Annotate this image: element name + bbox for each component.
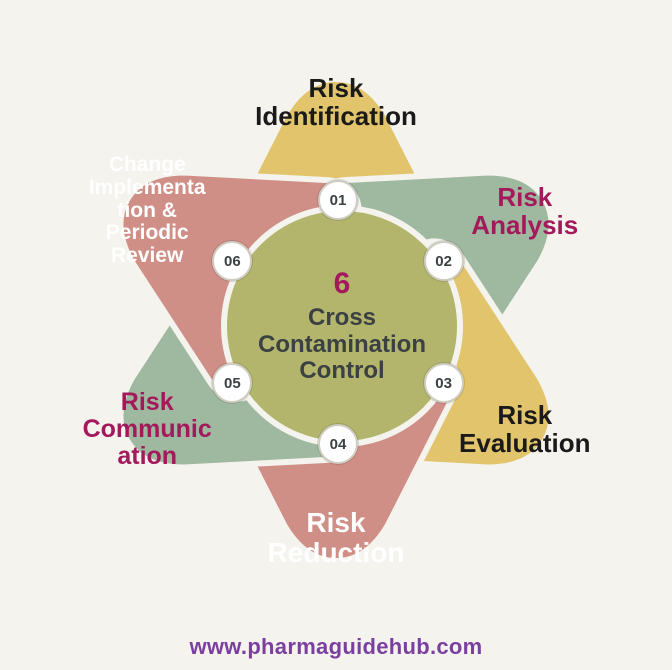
center-circle: 6 CrossContaminationControl — [221, 205, 463, 447]
center-number: 6 — [334, 267, 351, 301]
center-title: CrossContaminationControl — [258, 305, 426, 386]
step-badge-02: 02 — [424, 241, 464, 281]
footer-link: www.pharmaguidehub.com — [0, 634, 672, 660]
step-badge-04: 04 — [318, 424, 358, 464]
step-badge-01: 01 — [318, 180, 358, 220]
footer-text: www.pharmaguidehub.com — [189, 634, 482, 659]
step-badge-03: 03 — [424, 363, 464, 403]
diagram-stage: 6CrossContaminationControl010203040506Ri… — [0, 0, 672, 670]
